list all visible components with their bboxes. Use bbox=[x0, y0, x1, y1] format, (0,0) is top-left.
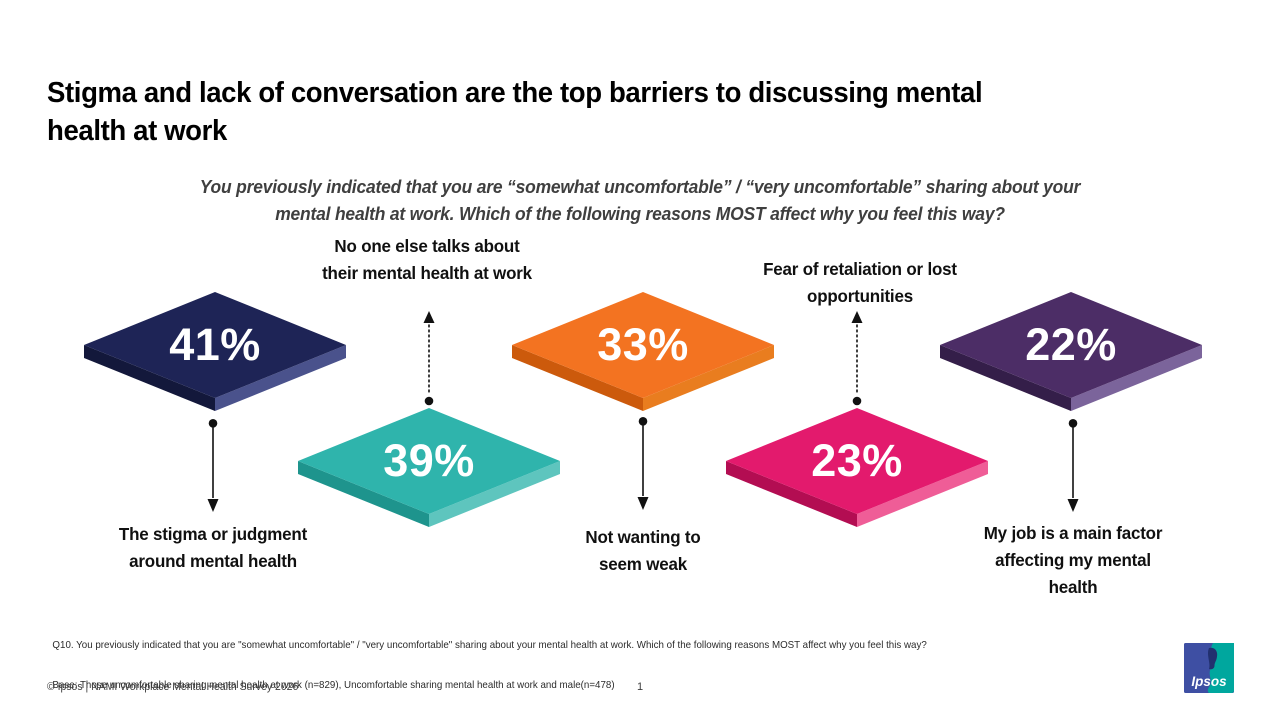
diamond-shape-icon bbox=[726, 408, 988, 527]
diamond-shape-icon bbox=[512, 292, 774, 411]
ipsos-logo-text: Ipsos bbox=[1191, 674, 1227, 689]
diamond-33-percent: 33% bbox=[512, 292, 774, 416]
category-label-stigma-judgment: The stigma or judgment around mental hea… bbox=[118, 524, 308, 571]
footnote-question: Q10. You previously indicated that you a… bbox=[52, 638, 927, 651]
diamond-39-percent: 39% bbox=[298, 408, 560, 532]
diamond-shape-icon bbox=[298, 408, 560, 527]
down-arrow-icon bbox=[637, 417, 649, 510]
diamond-shape-icon bbox=[940, 292, 1202, 411]
diamond-41-percent: 41% bbox=[84, 292, 346, 416]
value-label: 23% bbox=[811, 435, 903, 486]
page-number: 1 bbox=[636, 681, 644, 693]
up-arrow-dotted-icon bbox=[851, 311, 863, 406]
down-arrow-icon bbox=[207, 419, 219, 512]
footer-copyright: © Ipsos | NAMI Workplace Mental Health S… bbox=[47, 681, 299, 693]
value-label: 33% bbox=[597, 319, 689, 370]
diamond-23-percent: 23% bbox=[726, 408, 988, 532]
page-subtitle: You previously indicated that you are “s… bbox=[199, 177, 1081, 224]
ipsos-logo: Ipsos bbox=[1184, 643, 1234, 693]
footnote-base: Base: Those uncomfortable sharing mental… bbox=[52, 679, 615, 691]
page-title: Stigma and lack of conversation are the … bbox=[47, 77, 983, 147]
category-label-job-main-factor: My job is a main factor affecting my men… bbox=[983, 523, 1163, 597]
category-label-seem-weak: Not wanting to seem weak bbox=[585, 527, 701, 574]
value-label: 41% bbox=[169, 319, 261, 370]
diamond-22-percent: 22% bbox=[940, 292, 1202, 416]
footnote: Q10. You previously indicated that you a… bbox=[47, 625, 927, 693]
ipsos-faces-icon bbox=[1208, 647, 1218, 670]
diamond-shape-icon bbox=[84, 292, 346, 411]
value-label: 22% bbox=[1025, 319, 1117, 370]
down-arrow-icon bbox=[1067, 419, 1079, 512]
value-label: 39% bbox=[383, 435, 475, 486]
category-label-no-one-talks: No one else talks about their mental hea… bbox=[322, 236, 532, 283]
up-arrow-dotted-icon bbox=[423, 311, 435, 406]
category-label-fear-retaliation: Fear of retaliation or lost opportunitie… bbox=[763, 259, 957, 306]
